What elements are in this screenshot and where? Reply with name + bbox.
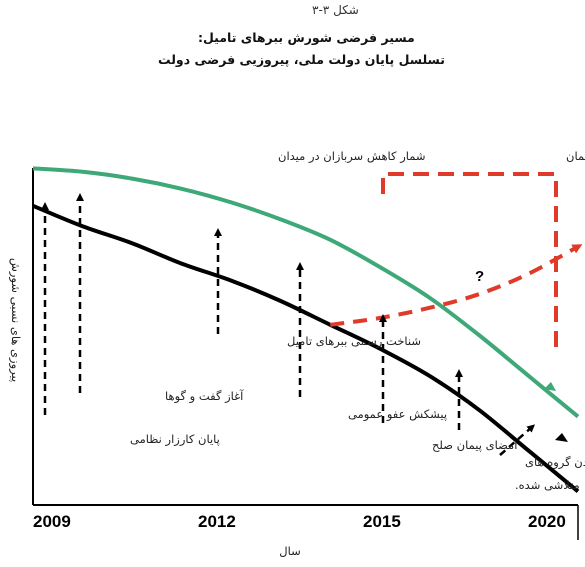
series-line-red-dashed — [330, 244, 583, 327]
x-tick-2020: 2020 — [528, 512, 566, 531]
x-tick-2009: 2009 — [33, 512, 71, 531]
annotation-amnesty: پیشکش عفو عمومی — [348, 407, 447, 422]
annotation-end-military-campaign: پایان کارزار نظامی — [130, 432, 220, 447]
green-arrowhead — [544, 382, 556, 391]
red-dashed-bracket — [381, 172, 558, 348]
annotation-violence-resumes: از سر گرفتن خشونت پس از امضای پیمان — [566, 149, 585, 164]
annotation-troop-reduction: شمار کاهش سربازان در میدان — [278, 149, 426, 164]
x-axis-label: سال — [279, 544, 301, 558]
black-arrowhead — [555, 433, 568, 442]
annotation-recognition: شناخت رسمی ببرهای تامیل — [287, 334, 421, 349]
annotation-reactivation-line2: متلاشی شده. — [515, 478, 580, 492]
chart-title: مسیر فرضی شورش ببرهای تامیل: — [198, 30, 415, 45]
series-line-black — [32, 203, 580, 493]
annotation-peace-treaty: امضای پیمان صلح — [432, 438, 517, 452]
series-line-green — [32, 166, 580, 419]
annotation-question-mark: ? — [475, 268, 484, 285]
chart-subtitle: تسلسل پایان دولت ملی، پیروزیی فرضی دولت — [158, 52, 445, 67]
figure-label: شکل ۳-۳ — [312, 3, 359, 17]
x-tick-2012: 2012 — [198, 512, 236, 531]
annotation-reactivation-line1: فعال شدن گروه های — [525, 455, 585, 470]
annotation-start-talks: آغاز گفت و گوها — [165, 389, 244, 404]
x-tick-2015: 2015 — [363, 512, 401, 531]
y-axis-label: پیروزی های نسبی شورش — [8, 258, 23, 382]
